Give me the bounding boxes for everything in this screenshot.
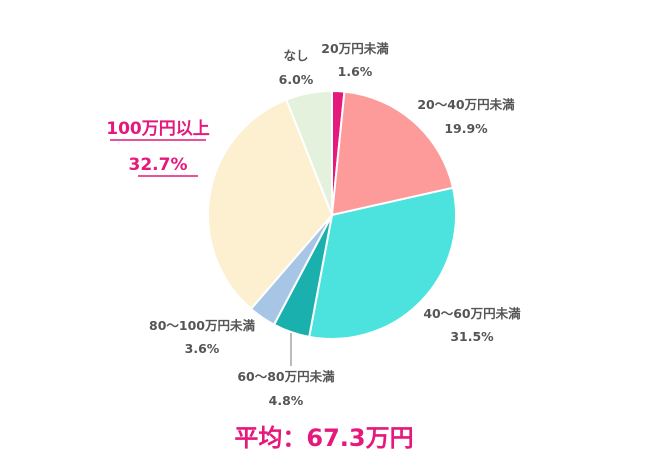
slice-label-over-100: 100万円以上	[106, 119, 210, 139]
slice-label-60-80: 60～80万円未満	[237, 369, 335, 384]
pie-slice-40-60	[308, 186, 458, 340]
average-label: 平均：67.3万円	[234, 424, 413, 452]
slice-value-60-80: 4.8%	[269, 393, 304, 408]
slice-value-80-100: 3.6%	[185, 341, 220, 356]
pie-slice-20-40	[330, 90, 455, 217]
slice-value-under-20: 1.6%	[338, 64, 373, 79]
pie-slices	[207, 89, 458, 340]
slice-label-40-60: 40～60万円未満	[423, 306, 521, 321]
slice-label-20-40: 20～40万円未満	[417, 97, 515, 112]
slice-value-over-100: 32.7%	[129, 155, 188, 175]
slice-value-40-60: 31.5%	[450, 329, 494, 344]
slice-label-80-100: 80～100万円未満	[149, 318, 255, 333]
slice-value-20-40: 19.9%	[444, 121, 488, 136]
slice-value-none: 6.0%	[279, 72, 314, 87]
pie-slice-over-100	[207, 98, 334, 311]
slice-label-under-20: 20万円未満	[321, 41, 389, 56]
pie-slice-none	[285, 89, 333, 216]
slice-label-none: なし	[283, 48, 308, 63]
